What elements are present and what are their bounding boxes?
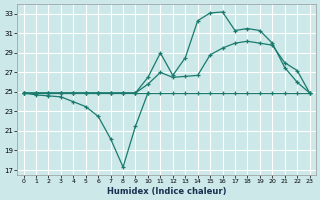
X-axis label: Humidex (Indice chaleur): Humidex (Indice chaleur) (107, 187, 226, 196)
